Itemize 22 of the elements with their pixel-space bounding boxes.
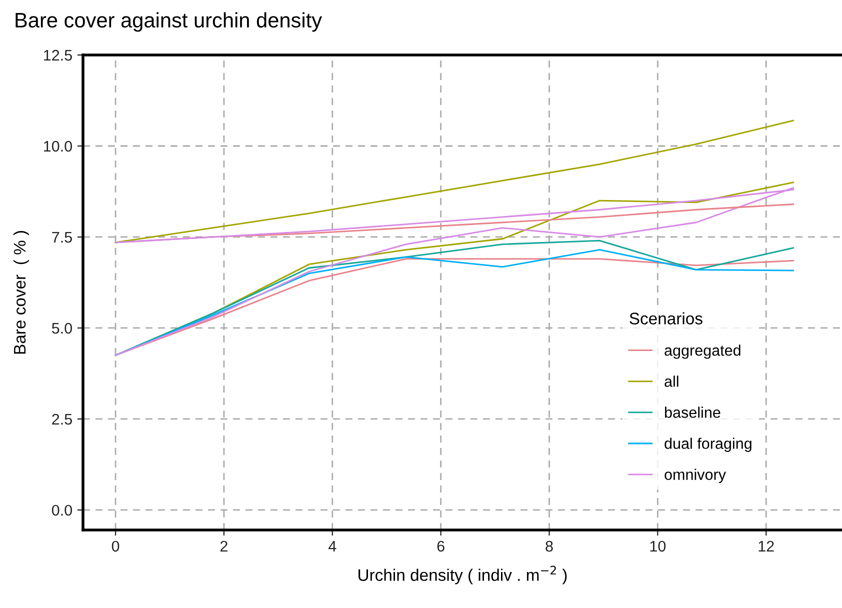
x-tick-label: 8 — [546, 540, 553, 552]
x-tick-label: 10 — [650, 540, 666, 552]
y-tick-label: 2.5 — [52, 414, 72, 425]
x-tick-label: 4 — [328, 540, 336, 552]
legend-label: aggregated — [664, 344, 740, 359]
legend-title: Scenarios — [630, 312, 702, 324]
legend-label: all — [664, 376, 678, 387]
x-tick-label: 6 — [437, 540, 444, 552]
x-tick-label: 12 — [758, 540, 774, 552]
y-tick-label: 7.5 — [52, 232, 72, 243]
y-tick-label: 10.0 — [44, 140, 72, 152]
chart-title: Bare cover against urchin density — [16, 12, 322, 32]
legend-label: dual foraging — [664, 438, 752, 452]
legend-label: omnivory — [664, 468, 726, 483]
legend-label: baseline — [665, 406, 720, 418]
x-tick-label: 0 — [112, 540, 120, 552]
y-tick-label: 0.0 — [52, 504, 72, 516]
y-axis-title: Bare cover ( % ) — [13, 231, 29, 354]
x-axis-title: Urchin density ( indiv . m$^{−2}$ ) — [358, 566, 567, 584]
y-tick-label: 5.0 — [52, 322, 72, 334]
y-tick-label: 12.5 — [44, 50, 72, 61]
x-tick-label: 2 — [220, 540, 228, 552]
